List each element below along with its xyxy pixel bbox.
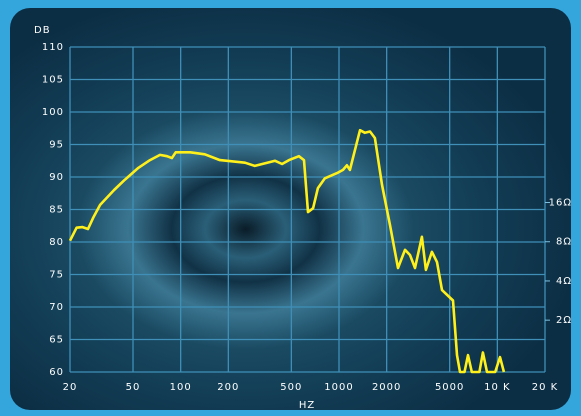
y-tick-label: 90 bbox=[49, 172, 64, 183]
y-tick-label: 105 bbox=[42, 75, 64, 86]
x-tick-label: 100 bbox=[170, 382, 192, 393]
y-tick-label: 85 bbox=[49, 205, 64, 216]
y-tick-label: 60 bbox=[49, 367, 64, 378]
y-axis-label: DB bbox=[34, 25, 51, 36]
x-tick-label: 20 K bbox=[532, 382, 558, 393]
response-line bbox=[68, 128, 506, 374]
x-tick-label: 5000 bbox=[435, 382, 464, 393]
x-tick-label: 2000 bbox=[372, 382, 401, 393]
y-tick-label: 110 bbox=[42, 42, 64, 53]
y-tick-label: 80 bbox=[49, 237, 64, 248]
x-tick-label: 50 bbox=[126, 382, 141, 393]
x-tick-label: 200 bbox=[217, 382, 239, 393]
y-tick-label: 65 bbox=[49, 335, 64, 346]
x-tick-label: 1000 bbox=[324, 382, 353, 393]
y-tick-label: 75 bbox=[49, 270, 64, 281]
x-tick-label: 20 bbox=[63, 382, 78, 393]
x-tick-label: 10 K bbox=[484, 382, 510, 393]
y2-tick-label: 16Ω bbox=[549, 198, 572, 209]
y2-tick-label: 8Ω bbox=[556, 237, 572, 248]
y-tick-label: 95 bbox=[49, 140, 64, 151]
y-tick-label: 70 bbox=[49, 302, 64, 313]
x-tick-label: 500 bbox=[280, 382, 302, 393]
x-axis-label: HZ bbox=[299, 400, 315, 411]
y2-tick-label: 4Ω bbox=[556, 276, 572, 287]
y-tick-label: 100 bbox=[42, 107, 64, 118]
y2-tick-label: 2Ω bbox=[556, 315, 572, 326]
